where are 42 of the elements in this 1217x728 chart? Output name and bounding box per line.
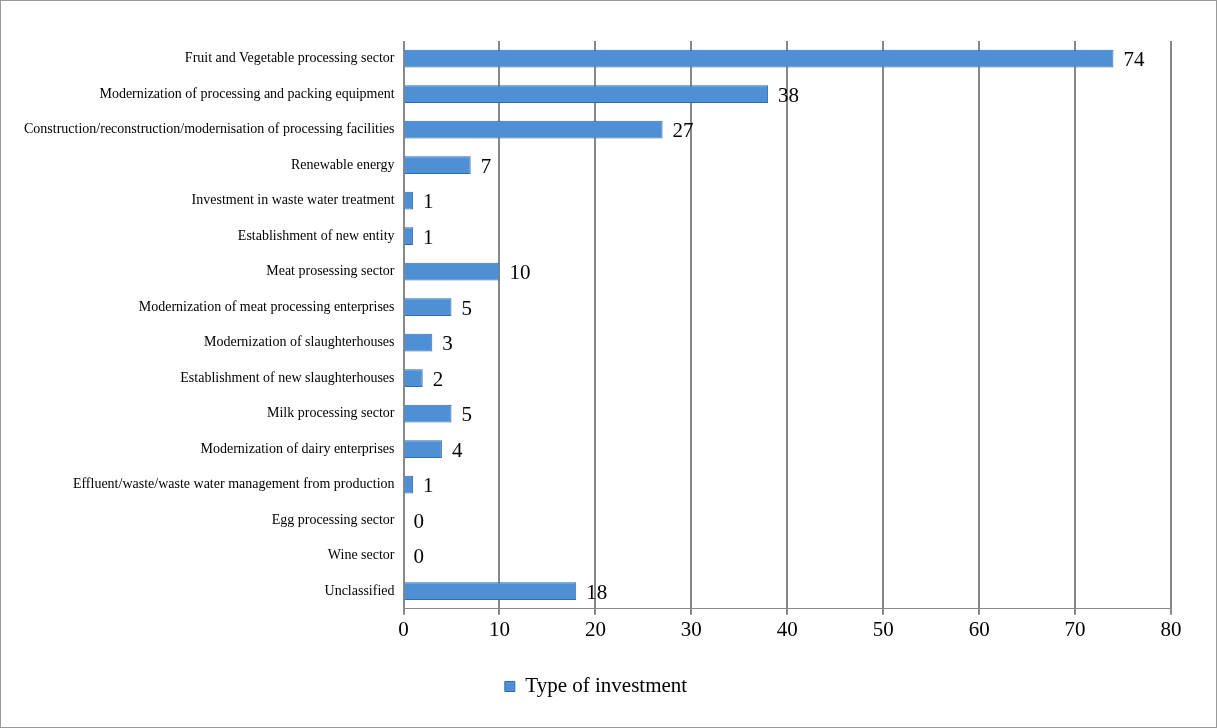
x-tick-label: 60	[968, 616, 990, 641]
x-tick-label: 80	[1160, 616, 1182, 641]
data-label: 5	[461, 402, 472, 427]
y-tick-label: Wine sector	[327, 547, 395, 563]
y-tick-label: Modernization of meat processing enterprises	[138, 298, 395, 314]
y-tick-label: Renewable energy	[291, 156, 395, 172]
x-tick-label: 10	[488, 616, 510, 641]
y-tick-label: Milk processing sector	[267, 405, 395, 421]
y-tick-label: Establishment of new slaughterhouses	[180, 369, 395, 385]
y-tick-label: Modernization of processing and packing equipment	[99, 85, 395, 101]
x-tick-label: 50	[872, 616, 894, 641]
data-label: 0	[413, 544, 425, 569]
y-tick-label: Establishment of new entity	[237, 227, 395, 243]
data-label: 7	[480, 153, 492, 178]
data-label: 1	[423, 473, 434, 498]
x-tick-label: 20	[584, 616, 606, 641]
y-tick-label: Unclassified	[324, 582, 395, 598]
y-tick-label: Meat prosessing sector	[266, 263, 395, 279]
data-label: 1	[423, 224, 434, 249]
x-tick-label: 30	[680, 616, 702, 641]
legend-label: Type of investment	[525, 673, 688, 698]
data-label: 3	[442, 331, 453, 356]
y-tick-label: Modernization of slaughterhouses	[204, 334, 395, 350]
data-label: 1	[423, 189, 434, 214]
data-label: 38	[778, 82, 800, 107]
data-label: 2	[432, 366, 444, 391]
data-label: 5	[461, 295, 472, 320]
data-label: 4	[451, 437, 463, 462]
x-tick-label: 40	[776, 616, 798, 641]
data-label: 18	[586, 579, 608, 604]
y-tick-label: Modernization of dairy enterprises	[200, 440, 395, 456]
y-tick-label: Egg processing sector	[271, 511, 395, 527]
y-tick-label: Fruit and Vegetable processing sector	[184, 50, 395, 66]
data-label: 74	[1123, 47, 1145, 72]
data-label: 0	[413, 508, 425, 533]
x-tick-label: 0	[398, 616, 409, 641]
data-label: 27	[672, 118, 694, 143]
y-tick-label: Investment in waste water treatment	[191, 192, 395, 208]
x-tick-label: 70	[1064, 616, 1086, 641]
data-label: 10	[509, 260, 531, 285]
y-tick-label: Effluent/waste/waste water management from production	[72, 476, 395, 492]
y-tick-label: Construction/reconstruction/modernisation of processing facilities	[24, 121, 395, 137]
